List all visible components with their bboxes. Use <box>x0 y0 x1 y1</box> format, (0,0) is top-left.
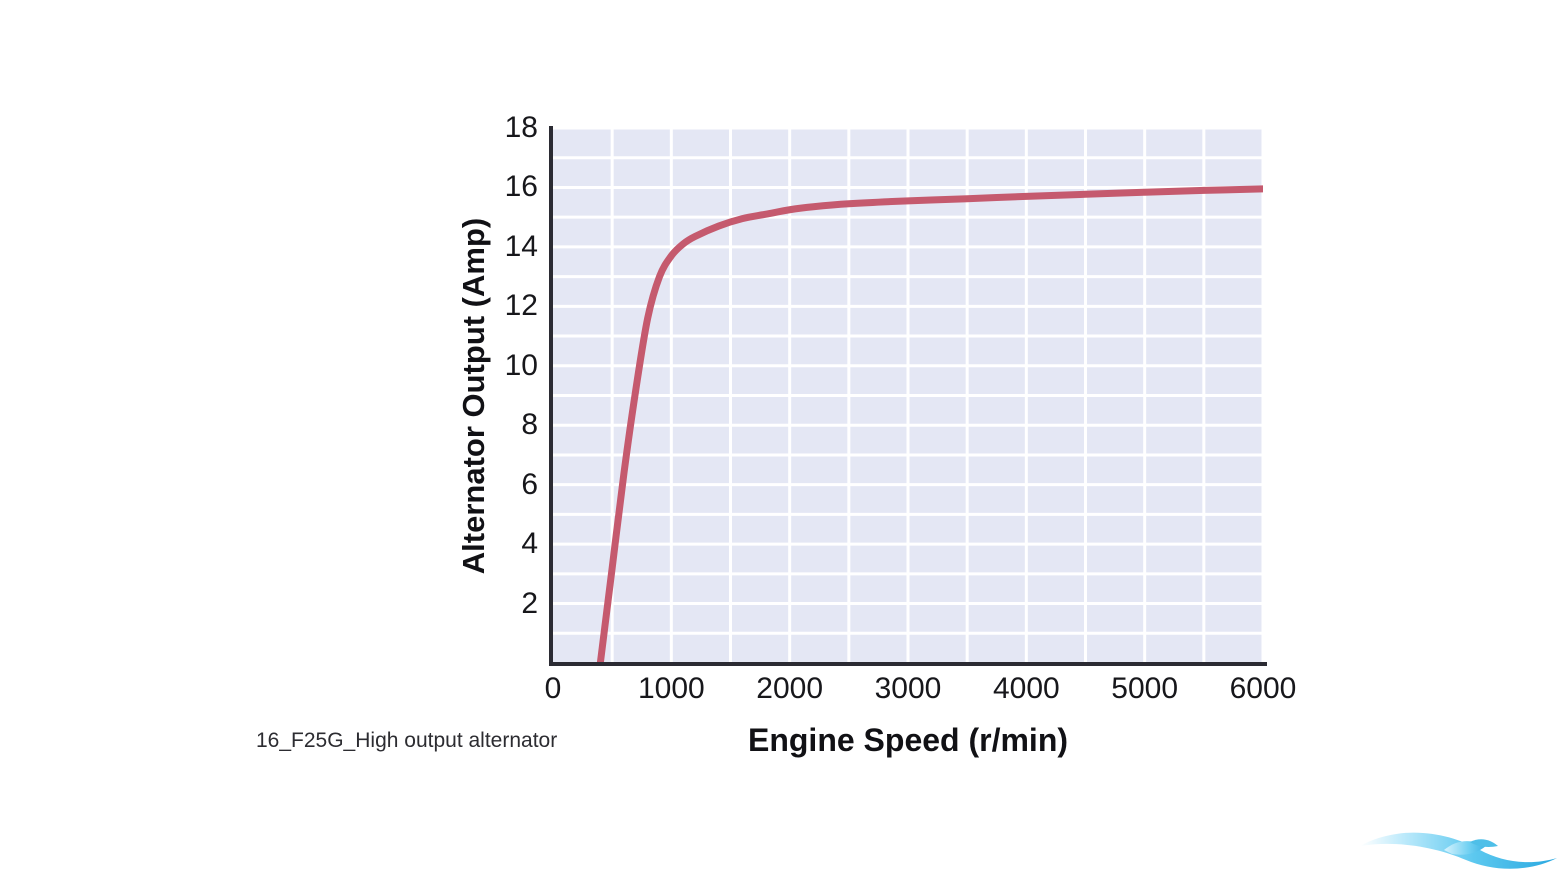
y-tick-label: 4 <box>521 527 538 561</box>
y-tick-label: 2 <box>521 586 538 620</box>
grid-lines <box>553 128 1263 663</box>
plot-area <box>553 128 1263 663</box>
x-axis-title: Engine Speed (r/min) <box>747 722 1069 758</box>
x-tick-label: 6000 <box>1229 672 1297 705</box>
y-tick-label: 18 <box>504 111 538 144</box>
x-tick-label: 2000 <box>756 672 824 705</box>
y-axis-line <box>549 126 553 666</box>
x-axis-line <box>549 662 1267 666</box>
y-tick-label: 14 <box>504 229 538 263</box>
y-axis-tick-labels: 2 4 6 8 10 12 14 16 18 <box>470 0 538 876</box>
x-tick-label: 4000 <box>992 672 1060 705</box>
y-tick-label: 6 <box>521 467 538 501</box>
y-tick-label: 8 <box>521 408 538 442</box>
x-tick-label: 1000 <box>637 672 705 705</box>
series-high-output-alternator <box>596 185 1263 663</box>
y-tick-label: 10 <box>504 348 538 382</box>
x-axis-tick-labels: 0 1000 2000 3000 4000 5000 6000 <box>0 672 1560 716</box>
y-tick-label: 12 <box>504 289 538 323</box>
x-tick-label: 3000 <box>874 672 942 705</box>
wave-logo-icon <box>1352 806 1560 876</box>
x-tick-label: 5000 <box>1111 672 1179 705</box>
figure-caption: 16_F25G_High output alternator <box>256 729 558 752</box>
y-tick-label: 16 <box>504 170 538 204</box>
x-tick-label: 0 <box>544 672 562 705</box>
